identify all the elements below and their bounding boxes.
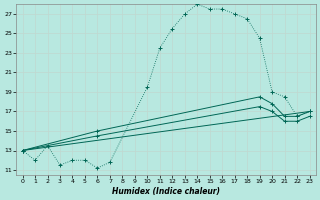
X-axis label: Humidex (Indice chaleur): Humidex (Indice chaleur): [112, 187, 220, 196]
